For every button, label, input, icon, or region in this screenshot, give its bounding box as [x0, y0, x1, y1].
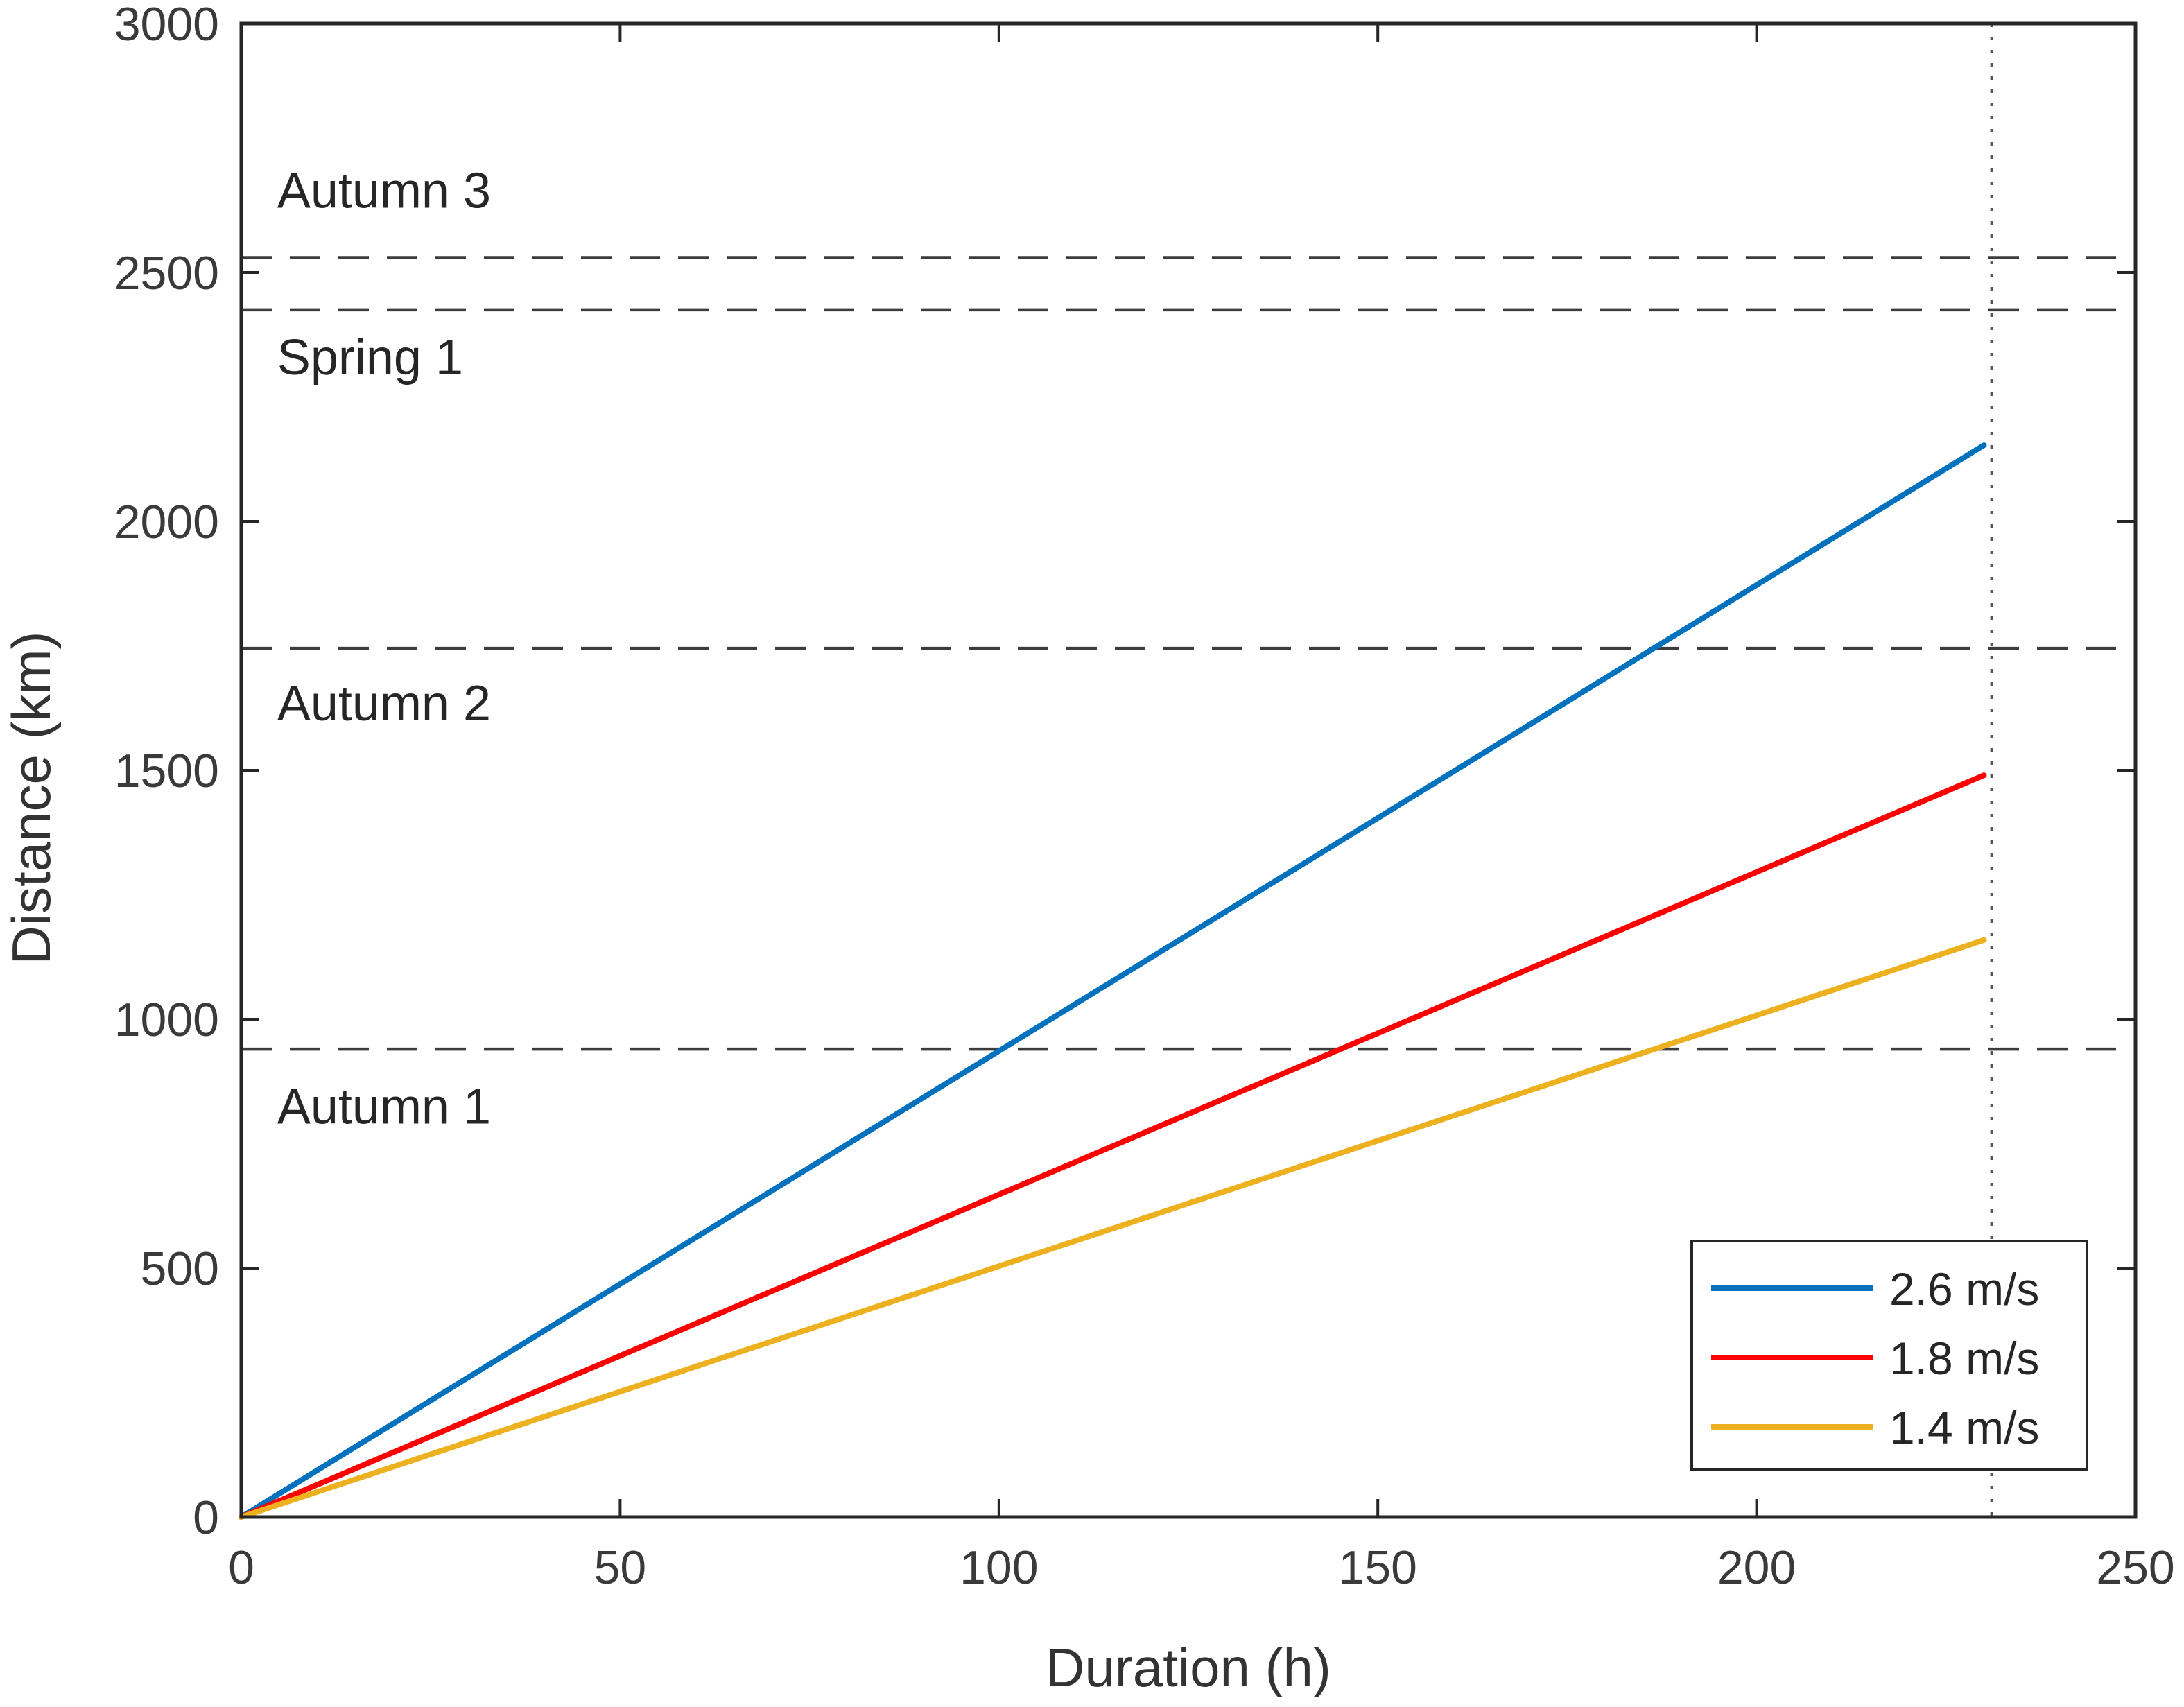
y-tick-label: 1000 [114, 994, 219, 1046]
y-tick-label: 1500 [114, 745, 219, 797]
series-line-1-4-m-s [239, 937, 1987, 1520]
x-tick-label: 150 [1338, 1541, 1416, 1594]
legend-label: 2.6 m/s [1889, 1263, 2039, 1315]
y-tick-label: 3000 [114, 0, 219, 51]
reference-lines [241, 24, 2135, 1517]
y-tick-label: 2000 [114, 496, 219, 548]
series-lines [239, 442, 1987, 1520]
legend-label: 1.4 m/s [1889, 1402, 2039, 1453]
region-label: Autumn 1 [277, 1080, 491, 1135]
region-label: Autumn 3 [277, 164, 491, 219]
y-tick-label: 500 [141, 1242, 219, 1295]
x-tick-label: 50 [594, 1541, 647, 1594]
y-tick-label: 2500 [114, 247, 219, 300]
y-tick-label: 0 [193, 1491, 219, 1544]
x-tick-label: 200 [1717, 1541, 1796, 1594]
x-tick-label: 0 [228, 1541, 254, 1594]
y-axis-title: Distance (km) [1, 631, 62, 964]
x-axis-title: Duration (h) [1046, 1637, 1331, 1698]
legend-label: 1.8 m/s [1889, 1333, 2039, 1384]
region-labels: Autumn 1 Autumn 2 Spring 1 Autumn 3 [277, 164, 491, 1135]
legend: 2.6 m/s 1.8 m/s 1.4 m/s [1690, 1240, 2088, 1471]
series-line-2-6-m-s [239, 442, 1987, 1520]
x-tick-label: 250 [2096, 1541, 2174, 1594]
x-tick-label: 100 [960, 1541, 1038, 1594]
region-label: Spring 1 [277, 330, 463, 385]
region-label: Autumn 2 [277, 676, 491, 731]
series-line-1-8-m-s [239, 772, 1987, 1520]
